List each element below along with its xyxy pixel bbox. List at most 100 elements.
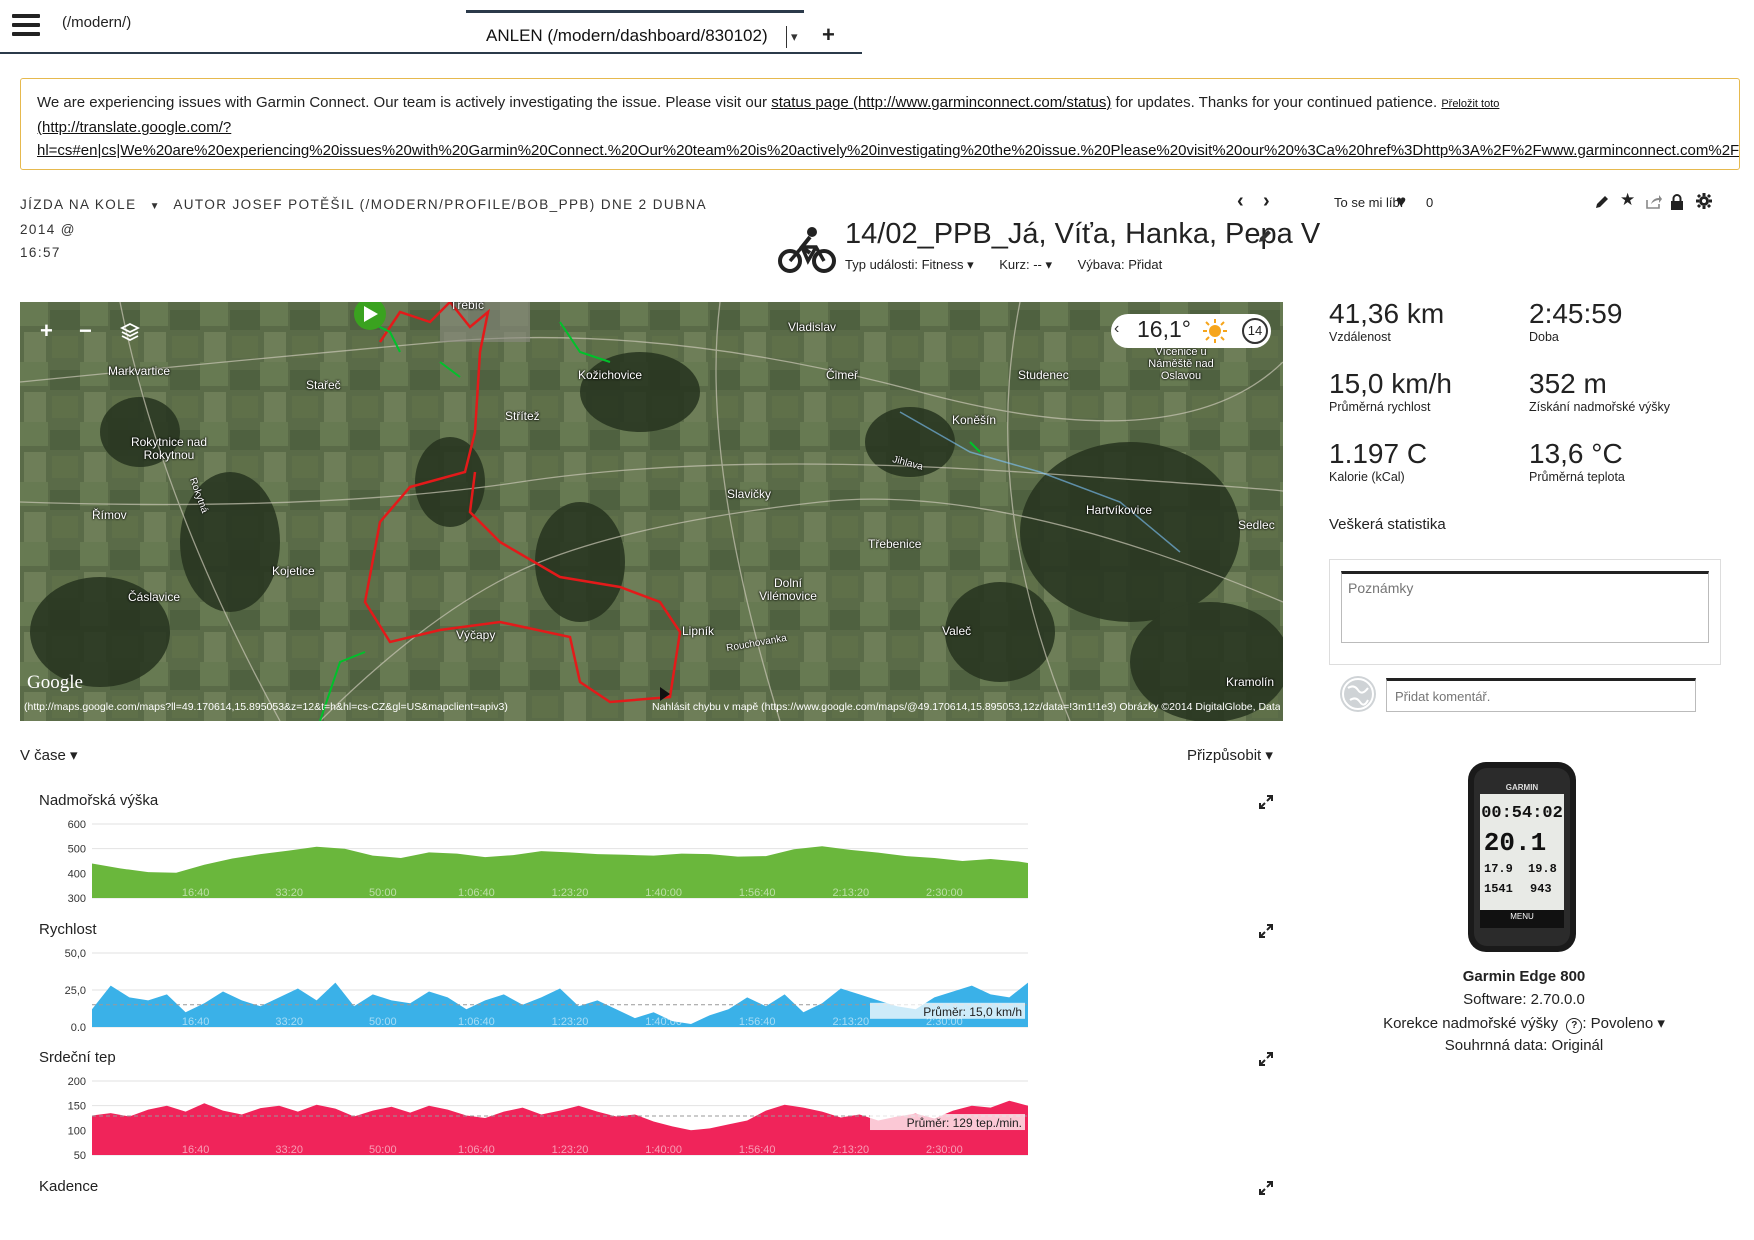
activity-author[interactable]: AUTOR JOSEF POTĚŠIL (/MODERN/PROFILE/BOB…: [20, 197, 707, 237]
share-icon[interactable]: [1645, 194, 1663, 210]
tabbar-divider: [0, 52, 862, 54]
route-map[interactable]: Třebíč Vladislav Markvartice Stařeč Koži…: [20, 302, 1283, 721]
globe-avatar-icon: [1342, 678, 1374, 710]
elevation-chart[interactable]: 600 500 400 300 16:40 33:20 50:00 1:06:40 1:23:2…: [40, 818, 1030, 902]
x-tick-label: 1:40:00: [645, 887, 682, 899]
customize-dropdown[interactable]: Přizpůsobit ▾: [1187, 747, 1273, 764]
average-label: Průměr: 129 tep./min.: [907, 1116, 1022, 1130]
menu-icon[interactable]: [12, 14, 40, 36]
device-screen-distance: 17.9: [1484, 862, 1513, 876]
place-label: Vladislav: [788, 320, 837, 334]
like-label[interactable]: To se mi líbí: [1334, 195, 1404, 210]
place-label: Rokytnice nad Rokytnou: [130, 435, 208, 462]
translate-url-line-1[interactable]: (http://translate.google.com/?: [37, 119, 232, 136]
x-tick-label: 2:30:00: [926, 887, 963, 899]
activity-meta: JÍZDA NA KOLE ▼ AUTOR JOSEF POTĚŠIL (/MO…: [20, 193, 740, 264]
x-tick-label: 50:00: [369, 1016, 397, 1028]
breadcrumb-root[interactable]: (/modern/): [62, 14, 132, 31]
cadence-chart-title: Kadence: [39, 1178, 99, 1195]
course-dropdown[interactable]: Kurz: -- ▾: [999, 257, 1053, 272]
map-link[interactable]: (http://maps.google.com/maps?ll=49.17061…: [24, 701, 508, 713]
x-tick-label: 50:00: [369, 1144, 397, 1156]
average-label: Průměr: 15,0 km/h: [923, 1005, 1022, 1019]
x-tick-label: 33:20: [275, 1144, 303, 1156]
stat-value: 41,36 km: [1329, 298, 1445, 329]
activity-type[interactable]: JÍZDA NA KOLE: [20, 197, 137, 212]
x-tick-label: 1:23:20: [552, 1016, 589, 1028]
x-tick-label: 16:40: [182, 887, 210, 899]
tab-dropdown-icon[interactable]: ▾: [786, 26, 798, 48]
device-screen-ascent: 943: [1530, 882, 1552, 896]
stat-avg-temperature: 13,6 °C Průměrná teplota: [1529, 438, 1625, 484]
expand-icon[interactable]: [1258, 1051, 1274, 1067]
y-tick-label: 400: [68, 868, 86, 880]
elevation-correction-label: Korekce nadmořské výšky: [1383, 1015, 1559, 1032]
next-activity-icon[interactable]: ›: [1263, 190, 1270, 212]
gear-add-link[interactable]: Výbava: Přidat: [1077, 257, 1163, 272]
add-tab-button[interactable]: +: [822, 22, 835, 47]
activity-time: 16:57: [20, 245, 61, 260]
translate-link[interactable]: Přeložit toto: [1441, 98, 1500, 110]
notes-input[interactable]: [1341, 571, 1709, 643]
place-label: Koněšín: [952, 413, 997, 427]
edit-icon[interactable]: [1594, 194, 1610, 210]
sun-icon: [1203, 319, 1227, 343]
device-screen-elevation: 1541: [1484, 882, 1513, 896]
comment-input[interactable]: [1386, 678, 1696, 712]
elevation-correction-dropdown[interactable]: : Povoleno ▾: [1582, 1015, 1665, 1032]
x-tick-label: 1:23:20: [552, 1144, 589, 1156]
elevation-chart-title: Nadmořská výška: [39, 792, 159, 809]
place-label: Dolní Vilémovice: [759, 576, 817, 603]
time-axis-dropdown[interactable]: V čase ▾: [20, 747, 78, 764]
weather-prev-icon[interactable]: ‹: [1114, 320, 1120, 337]
y-tick-label: 300: [68, 893, 86, 902]
x-tick-label: 2:30:00: [926, 1144, 963, 1156]
activity-title[interactable]: 14/02_PPB_Já, Víťa, Hanka, Pepa V: [845, 218, 1321, 250]
speed-chart-title: Rychlost: [39, 921, 97, 938]
chart-area-series: [92, 982, 1028, 1027]
elevation-correction: Korekce nadmořské výšky ?: Povoleno ▾: [1270, 1014, 1754, 1034]
y-tick-label: 0,0: [71, 1022, 86, 1031]
event-type-dropdown[interactable]: Typ události: Fitness ▾: [845, 257, 974, 272]
stat-label: Doba: [1529, 330, 1559, 344]
y-tick-label: 150: [68, 1101, 86, 1113]
heart-rate-chart[interactable]: 200 150 100 50 16:40 33:20 50:00 1:06:40 1:23:20…: [40, 1075, 1030, 1159]
previous-activity-icon[interactable]: ‹: [1237, 190, 1244, 212]
edit-title-icon[interactable]: [1257, 228, 1273, 244]
tab-dashboard-label[interactable]: ANLEN (/modern/dashboard/830102): [486, 26, 768, 45]
alert-text-after: for updates. Thanks for your continued p…: [1111, 94, 1442, 111]
lock-icon[interactable]: [1670, 194, 1684, 210]
expand-icon[interactable]: [1258, 1180, 1274, 1196]
activity-type-dropdown-icon[interactable]: ▼: [149, 201, 161, 212]
place-label: Střítež: [505, 409, 540, 423]
expand-icon[interactable]: [1258, 794, 1274, 810]
zoom-out-button[interactable]: −: [79, 318, 92, 343]
translate-url-line-2[interactable]: hl=cs#en|cs|We%20are%20experiencing%20is…: [37, 142, 1740, 159]
help-icon[interactable]: ?: [1566, 1018, 1583, 1034]
map-report-link[interactable]: Nahlásit chybu v mapě (https://www.googl…: [652, 701, 1280, 713]
layers-icon[interactable]: [120, 322, 140, 342]
y-tick-label: 50,0: [65, 948, 86, 960]
stat-value: 1.197 C: [1329, 438, 1428, 469]
x-tick-label: 2:13:20: [832, 887, 869, 899]
x-tick-label: 2:13:20: [832, 1144, 869, 1156]
average-label-bg: [870, 1114, 1025, 1131]
stat-value: 15,0 km/h: [1329, 368, 1452, 399]
heart-icon[interactable]: ♥: [1396, 192, 1407, 211]
place-label: Čimeř: [826, 368, 858, 382]
chart-area-series: [92, 1100, 1028, 1155]
x-tick-label: 33:20: [275, 1016, 303, 1028]
all-stats-link[interactable]: Veškerá statistika: [1329, 516, 1446, 533]
place-label: Slavičky: [727, 487, 772, 501]
expand-icon[interactable]: [1258, 923, 1274, 939]
status-page-link[interactable]: status page (http://www.garminconnect.co…: [771, 94, 1112, 111]
device-name: Garmin Edge 800: [1462, 968, 1586, 985]
speed-chart[interactable]: 50,0 25,0 0,0 16:40 33:20 50:00 1:06:40 1:23:20…: [40, 947, 1030, 1031]
zoom-in-button[interactable]: +: [40, 318, 53, 343]
place-label: Výčapy: [456, 628, 496, 642]
place-label: Hartvíkovice: [1086, 503, 1153, 517]
x-tick-label: 1:06:40: [458, 1016, 495, 1028]
gear-icon[interactable]: [1696, 193, 1712, 209]
tab-dashboard[interactable]: [466, 10, 804, 52]
star-icon[interactable]: ★: [1620, 190, 1636, 209]
